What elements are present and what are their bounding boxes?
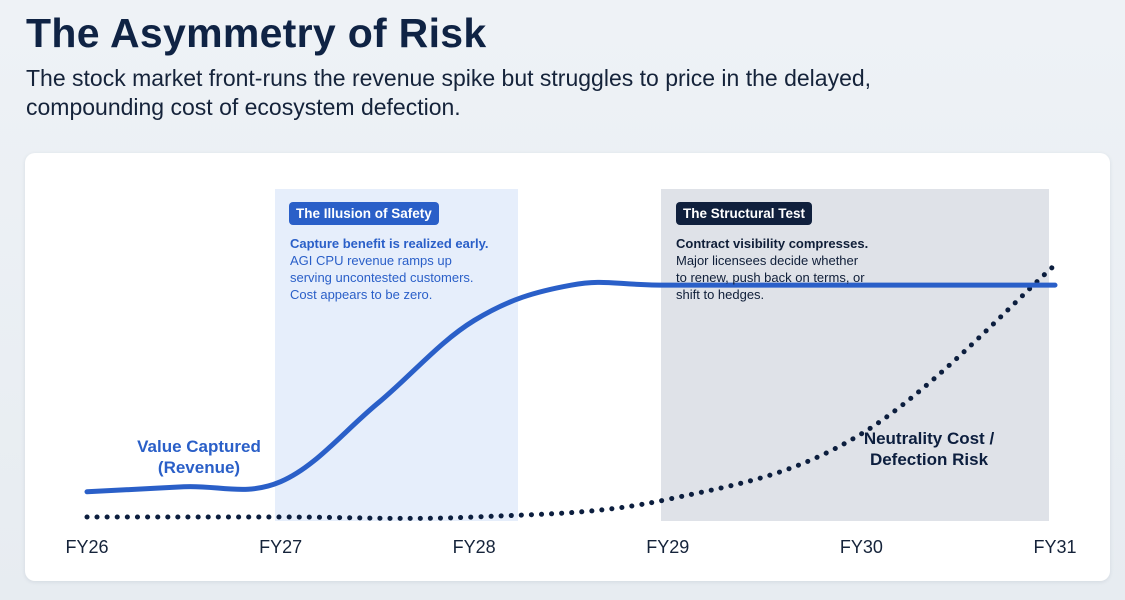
revenue-series-line	[84, 279, 1058, 495]
chart-card: FY26 FY27 FY28 FY29 FY30 FY31 Value Captured (…	[25, 153, 1110, 581]
revenue-series-label: Value Captured (Revenue)	[137, 437, 261, 477]
series-label-line: Neutrality Cost /	[864, 429, 995, 448]
x-tick-label: FY26	[65, 537, 108, 557]
x-axis-ticks: FY26 FY27 FY28 FY29 FY30 FY31	[65, 537, 1076, 557]
illusion-region	[275, 189, 518, 521]
x-tick-label: FY28	[453, 537, 496, 557]
illusion-line: Cost appears to be zero.	[290, 287, 433, 302]
series-label-line: Value Captured	[137, 437, 261, 456]
x-tick-label: FY29	[646, 537, 689, 557]
structural-line: shift to hedges.	[676, 287, 765, 302]
structural-line: Major licensees decide whether	[676, 253, 859, 268]
page-title: The Asymmetry of Risk	[26, 10, 487, 56]
series-label-line: (Revenue)	[158, 458, 240, 477]
x-tick-label: FY31	[1033, 537, 1076, 557]
structural-text: Contract visibility compresses. Major li…	[676, 235, 868, 303]
structural-line: to renew, push back on terms, or	[676, 270, 865, 285]
cost-series-label: Neutrality Cost / Defection Risk	[864, 429, 995, 469]
chart: FY26 FY27 FY28 FY29 FY30 FY31 Value Captured (…	[65, 189, 1077, 557]
illusion-text: Capture benefit is realized early. AGI C…	[290, 235, 488, 303]
series-label-line: Defection Risk	[870, 450, 989, 469]
illusion-line: AGI CPU revenue ramps up	[290, 253, 452, 268]
x-tick-label: FY30	[840, 537, 883, 557]
x-tick-label: FY27	[259, 537, 302, 557]
page-subtitle: The stock market front-runs the revenue …	[26, 65, 872, 120]
structural-headline: Contract visibility compresses.	[676, 236, 869, 251]
illusion-line: serving uncontested customers.	[290, 270, 474, 285]
structural-region	[661, 189, 1049, 521]
structural-badge: The Structural Test	[676, 202, 813, 225]
illusion-badge: The Illusion of Safety	[289, 202, 439, 225]
illusion-headline: Capture benefit is realized early.	[290, 236, 489, 251]
